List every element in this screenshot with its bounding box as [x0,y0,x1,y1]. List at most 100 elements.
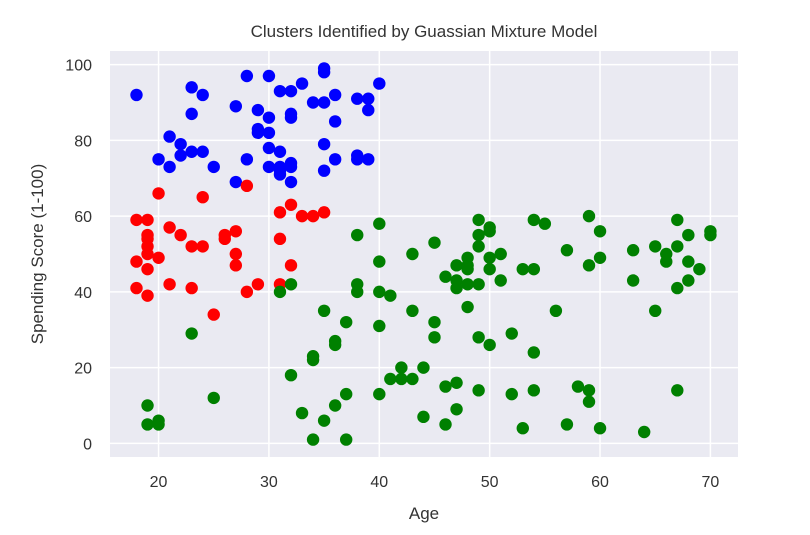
data-point [351,228,364,242]
data-point [141,289,154,302]
x-tick-label: 40 [370,474,388,491]
data-point [240,285,254,299]
data-point [207,308,220,321]
data-point [373,319,386,333]
y-axis-label: Spending Score (1-100) [28,164,47,345]
data-point [516,262,529,276]
data-point [362,92,375,105]
data-point [207,391,220,405]
y-axis-ticks: 0 20 40 60 80 100 [65,58,92,454]
data-point [284,198,298,211]
data-point [439,380,452,393]
data-point [229,100,243,113]
data-point [682,255,695,268]
data-point [317,164,331,177]
y-tick-label: 0 [83,436,92,453]
data-point [251,103,265,117]
data-point [582,209,596,223]
data-point [494,274,507,287]
data-point [130,213,143,227]
data-point [317,62,331,75]
data-point [671,213,684,227]
data-point [284,175,298,189]
data-point [185,107,198,121]
data-point [472,240,485,253]
data-point [130,255,143,268]
data-point [660,255,673,268]
data-point [141,262,154,276]
data-point [626,244,640,257]
data-point [527,262,541,276]
data-point [141,213,154,227]
data-point [185,240,198,253]
y-tick-label: 80 [74,133,92,150]
data-point [373,387,386,401]
data-point [649,240,662,253]
data-point [207,160,220,174]
data-point [196,145,209,158]
data-point [483,251,496,264]
x-tick-label: 20 [150,474,168,491]
data-point [593,422,607,435]
data-point [362,153,375,166]
x-axis-ticks: 20 30 40 50 60 70 [150,474,720,491]
data-point [626,274,640,287]
data-point [196,240,209,253]
data-point [461,300,474,314]
data-point [273,160,287,174]
data-point [152,251,165,264]
data-point [130,281,143,295]
data-point [273,232,287,246]
data-point [339,315,353,329]
data-point [251,122,265,136]
data-point [682,274,695,287]
data-point [163,160,176,174]
data-point [174,149,187,162]
data-point [472,278,485,291]
data-point [262,160,276,174]
x-tick-label: 60 [591,474,609,491]
data-point [362,103,375,117]
data-point [527,213,541,227]
data-point [130,88,143,102]
data-point [328,88,342,102]
data-point [704,228,717,242]
data-point [284,259,298,272]
y-tick-label: 60 [74,209,92,226]
data-point [284,160,298,174]
data-point [196,88,209,102]
data-point [262,126,276,140]
data-point [483,338,496,352]
y-tick-label: 40 [74,285,92,302]
data-point [284,84,298,98]
data-point [516,422,529,435]
data-point [163,221,176,234]
data-point [295,406,309,420]
data-point [637,425,651,439]
data-point [196,190,209,204]
chart-title: Clusters Identified by Guassian Mixture … [251,22,598,41]
data-point [262,69,276,83]
data-point [671,240,684,253]
data-point [185,145,198,158]
data-point [152,187,165,200]
data-point [273,206,287,219]
data-point [273,84,287,98]
data-point [328,153,342,166]
data-point [152,153,165,166]
data-point [240,179,254,193]
data-point [284,278,298,291]
x-tick-label: 30 [260,474,278,491]
data-point [229,175,243,189]
data-point [472,331,485,344]
data-point [295,77,309,90]
data-point [141,399,154,412]
data-point [152,418,165,431]
data-point [593,251,607,264]
data-point [373,77,386,90]
y-tick-label: 20 [74,361,92,378]
data-point [262,111,276,124]
data-point [649,304,662,318]
data-point [560,244,574,257]
